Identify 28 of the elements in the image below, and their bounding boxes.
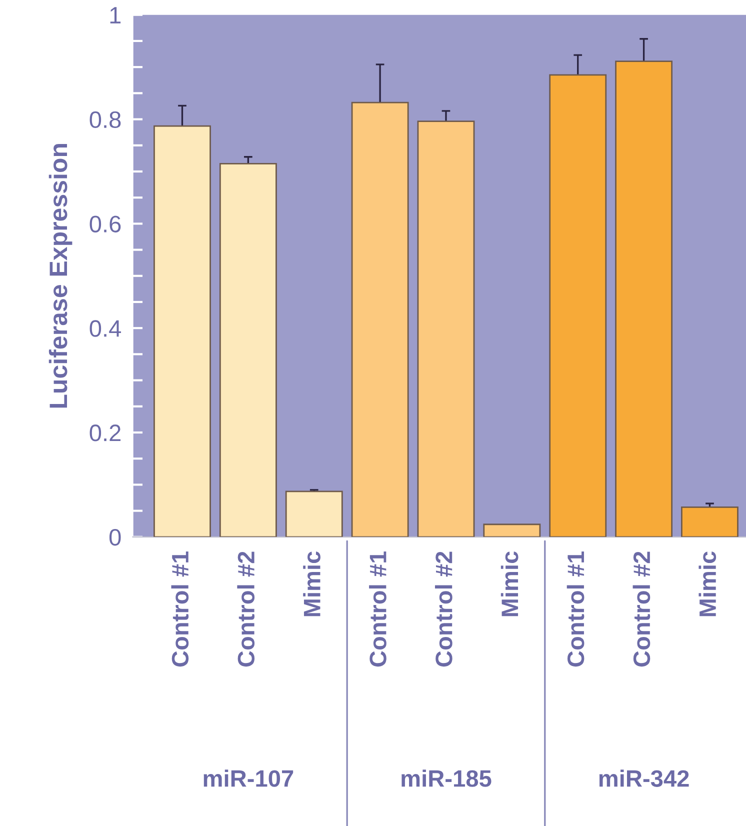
- bar: [417, 120, 475, 537]
- y-tick-label: 0.6: [90, 216, 121, 232]
- bar: [219, 162, 277, 537]
- text: miR-342: [599, 770, 689, 787]
- y-tick-label: 0: [109, 528, 121, 546]
- y-tick-label: 0.8: [90, 111, 121, 128]
- x-tick-label: Control #1: [566, 551, 584, 667]
- x-tick-label: Control #2: [632, 552, 650, 667]
- bar: [681, 506, 738, 537]
- bar: [615, 60, 673, 537]
- x-tick-label: Control #1: [369, 551, 386, 667]
- bar: [285, 490, 343, 537]
- x-tick-label: Mimic: [303, 551, 320, 616]
- bar: [351, 102, 409, 537]
- y-axis-title: Luciferase Expression: [48, 144, 72, 408]
- bar: [154, 125, 211, 537]
- x-tick-label: Mimic: [500, 551, 518, 616]
- bar: [483, 524, 541, 537]
- x-tick-label: Control #2: [434, 552, 452, 667]
- y-tick-label: 1: [110, 7, 121, 24]
- text: miR-185: [402, 770, 492, 787]
- x-tick-label: Control #1: [171, 551, 189, 667]
- x-tick-label: Control #2: [237, 552, 255, 667]
- text: miR-107: [204, 770, 294, 787]
- y-tick-label: 0.4: [90, 320, 121, 337]
- x-tick-label: Mimic: [698, 551, 716, 616]
- y-tick-label: 0.2: [90, 424, 120, 442]
- bar: [549, 74, 607, 537]
